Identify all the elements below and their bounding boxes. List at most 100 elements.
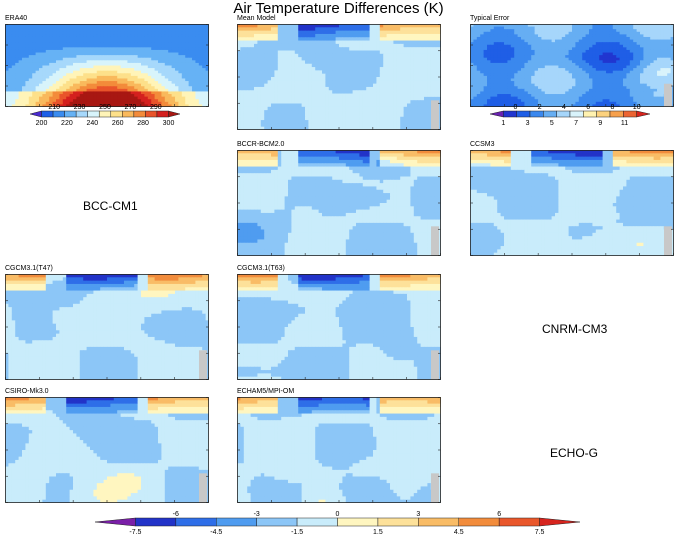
heatmap-cell — [595, 65, 600, 69]
heatmap-cell — [151, 39, 155, 43]
heatmap-cell — [175, 42, 179, 46]
heatmap-cell — [356, 40, 360, 45]
heatmap-cell — [599, 29, 603, 33]
heatmap-cell — [650, 55, 654, 59]
heatmap-cell — [514, 65, 518, 69]
heatmap-cell — [28, 34, 33, 38]
heatmap-cell — [483, 24, 488, 27]
heatmap-cell — [8, 91, 13, 95]
heatmap-cell — [527, 31, 532, 35]
heatmap-cell — [15, 88, 19, 92]
heatmap-cell — [434, 43, 438, 48]
heatmap-cell — [359, 33, 364, 38]
heatmap-cell — [178, 81, 183, 85]
heatmap-cell — [626, 55, 631, 59]
heatmap-cell — [110, 78, 115, 82]
heatmap-cell — [400, 106, 404, 111]
heatmap-cell — [86, 70, 91, 74]
heatmap-cell — [383, 86, 387, 91]
heatmap-cell — [366, 67, 370, 71]
heatmap-cell — [555, 52, 559, 56]
heatmap-cell — [117, 42, 121, 46]
heatmap-cell — [18, 47, 23, 51]
heatmap-cell — [110, 55, 115, 59]
heatmap-cell — [541, 60, 546, 64]
heatmap-cell — [243, 33, 248, 38]
heatmap-cell — [366, 27, 370, 32]
heatmap-cell — [531, 70, 535, 74]
heatmap-cell — [551, 57, 556, 61]
heatmap-cell — [407, 43, 411, 48]
heatmap-cell — [185, 104, 189, 107]
heatmap-cell — [188, 47, 193, 51]
heatmap-cell — [237, 96, 241, 101]
heatmap-cell — [35, 104, 40, 107]
heatmap-cell — [413, 77, 418, 81]
heatmap-cell — [100, 55, 104, 59]
heatmap-cell — [103, 29, 108, 33]
heatmap-cell — [76, 36, 81, 40]
heatmap-cell — [260, 60, 265, 65]
heatmap-cell — [96, 44, 101, 48]
heatmap-cell — [271, 30, 275, 35]
heatmap-cell — [480, 39, 484, 43]
heatmap-cell — [42, 42, 47, 46]
heatmap-cell — [328, 24, 333, 28]
heatmap-cell — [396, 120, 401, 124]
heatmap-cell — [171, 73, 176, 77]
heatmap-cell — [120, 24, 125, 27]
heatmap-cell — [69, 78, 74, 82]
heatmap-cell — [393, 96, 398, 101]
heatmap-cell — [325, 103, 330, 108]
heatmap-cell — [107, 86, 111, 90]
heatmap-cell — [541, 39, 546, 43]
heatmap-cell — [606, 29, 610, 33]
heatmap-cell — [510, 70, 515, 74]
heatmap-cell — [430, 93, 435, 98]
heatmap-cell — [281, 50, 285, 55]
heatmap-cell — [103, 75, 108, 79]
heatmap-cell — [548, 60, 552, 64]
heatmap-cell — [582, 62, 586, 66]
heatmap-cell — [198, 47, 203, 51]
heatmap-cell — [420, 27, 425, 32]
heatmap-cell — [623, 26, 627, 30]
heatmap-cell — [657, 31, 661, 35]
heatmap-cell — [39, 99, 43, 103]
heatmap-cell — [626, 36, 631, 40]
heatmap-cell — [73, 49, 77, 53]
heatmap-cell — [470, 62, 474, 66]
heatmap-cell — [15, 24, 19, 27]
heatmap-cell — [417, 86, 421, 91]
heatmap-cell — [332, 90, 336, 94]
heatmap-cell — [168, 36, 172, 40]
heatmap-cell — [325, 47, 330, 51]
heatmap-cell — [192, 70, 196, 74]
heatmap-cell — [62, 62, 67, 66]
heatmap-cell — [407, 67, 411, 71]
heatmap-cell — [120, 62, 125, 66]
heatmap-cell — [5, 60, 9, 64]
heatmap-cell — [25, 52, 30, 56]
heatmap-cell — [424, 27, 428, 32]
heatmap-cell — [633, 65, 637, 69]
heatmap-cell — [86, 26, 91, 30]
heatmap-cell — [243, 90, 248, 94]
heatmap-cell — [653, 39, 658, 43]
heatmap-cell — [294, 126, 299, 130]
heatmap-cell — [147, 78, 152, 82]
heatmap-cell — [362, 53, 367, 58]
heatmap-cell — [137, 49, 142, 53]
heatmap-cell — [49, 26, 53, 30]
heatmap-cell — [606, 42, 610, 46]
heatmap-cell — [493, 42, 498, 46]
heatmap-cell — [670, 39, 674, 43]
heatmap-cell — [137, 99, 142, 103]
heatmap-cell — [185, 75, 189, 79]
heatmap-cell — [294, 90, 299, 94]
heatmap-cell — [568, 65, 573, 69]
heatmap-cell — [113, 55, 118, 59]
heatmap-cell — [629, 47, 634, 51]
heatmap-cell — [373, 50, 377, 55]
heatmap-cell — [18, 55, 23, 59]
